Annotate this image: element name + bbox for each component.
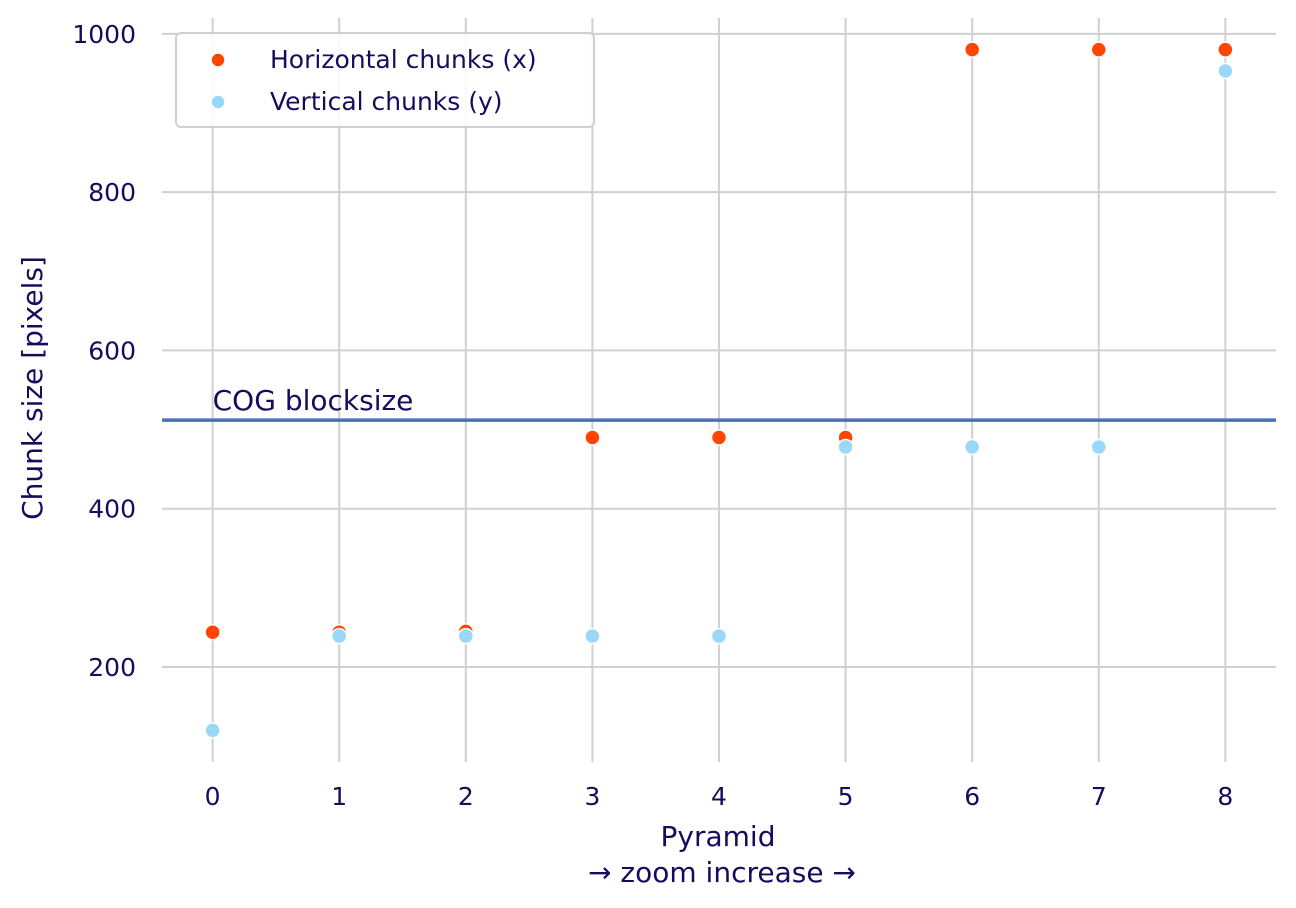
y-tick-label: 600: [88, 336, 136, 365]
vertical-chunk-point: [584, 627, 601, 645]
legend-label-horizontal: Horizontal chunks (x): [270, 45, 537, 74]
vertical-chunk-point: [1217, 62, 1234, 80]
reference-line-group: COG blocksize: [162, 384, 1276, 422]
horizontal-chunk-point: [1090, 41, 1108, 58]
legend-label-vertical: Vertical chunks (y): [270, 87, 503, 116]
x-tick-label: 2: [458, 782, 474, 811]
vertical-chunk-point: [204, 722, 221, 739]
vertical-chunk-point: [330, 627, 348, 645]
x-tick-label: 7: [1091, 782, 1107, 811]
horizontal-chunk-point: [710, 429, 728, 446]
cog-blocksize-label: COG blocksize: [213, 384, 414, 417]
x-tick-label: 3: [584, 782, 600, 811]
y-tick-label: 1000: [72, 20, 136, 49]
vertical-chunk-point: [963, 438, 981, 456]
horizontal-chunk-point: [584, 429, 601, 446]
legend-marker-vertical: [210, 94, 226, 110]
y-tick-label: 800: [88, 178, 136, 207]
y-tick-label: 400: [88, 495, 136, 524]
vertical-chunk-point: [710, 627, 728, 645]
horizontal-chunk-point: [963, 41, 981, 58]
vertical-chunk-point: [837, 438, 854, 456]
x-tick-label: 5: [838, 782, 854, 811]
data-points: [204, 41, 1234, 739]
horizontal-chunk-point: [1217, 41, 1234, 58]
legend: Horizontal chunks (x) Vertical chunks (y…: [175, 32, 595, 128]
grid-lines: [162, 18, 1276, 762]
vertical-chunk-point: [1090, 438, 1108, 456]
legend-box: [175, 32, 595, 128]
y-tick-labels: 200 400 600 800 1000: [72, 20, 136, 682]
horizontal-chunk-point: [204, 623, 221, 641]
x-tick-labels: 0 1 2 3 4 5 6 7 8: [205, 782, 1234, 811]
x-tick-label: 1: [331, 782, 347, 811]
vertical-chunk-point: [457, 627, 475, 645]
legend-marker-horizontal: [210, 52, 226, 68]
x-axis-label: Pyramid: [661, 820, 776, 853]
y-tick-label: 200: [88, 653, 136, 682]
x-tick-label: 4: [711, 782, 727, 811]
x-tick-label: 8: [1217, 782, 1233, 811]
x-tick-label: 6: [964, 782, 980, 811]
x-tick-label: 0: [205, 782, 221, 811]
y-axis-label: Chunk size [pixels]: [16, 256, 49, 520]
x-axis-sublabel: → zoom increase →: [588, 856, 856, 889]
